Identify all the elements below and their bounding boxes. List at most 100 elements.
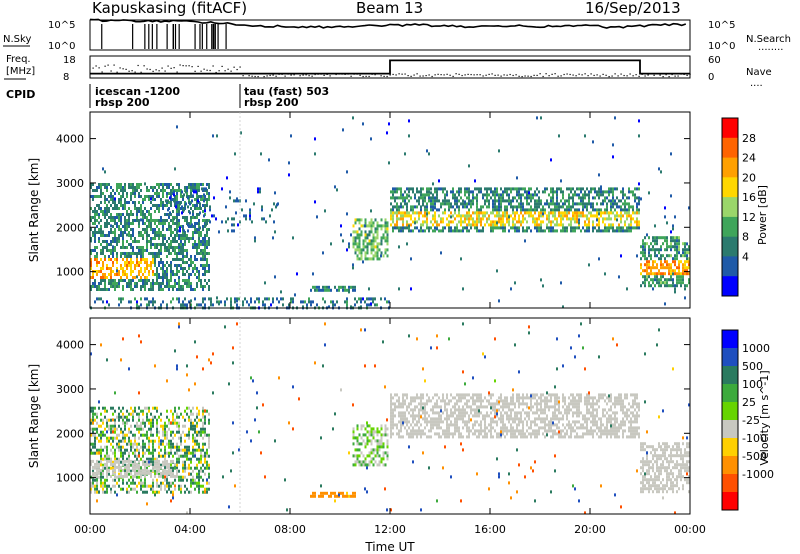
heatmap-cell: [390, 190, 392, 194]
heatmap-cell: [362, 297, 364, 301]
heatmap-cell: [680, 260, 682, 264]
heatmap-cell: [178, 183, 180, 186]
heatmap-cell: [144, 445, 146, 449]
heatmap-cell: [136, 285, 138, 288]
cpid-seg2-sub: rbsp 200: [244, 96, 299, 109]
heatmap-cell: [496, 208, 498, 212]
heatmap-cell: [558, 187, 560, 191]
heatmap-cell: [184, 460, 186, 464]
heatmap-cell: [182, 234, 184, 237]
heatmap-cell: [440, 202, 442, 206]
heatmap-cell: [594, 208, 596, 212]
heatmap-cell: [366, 442, 369, 446]
heatmap-cell: [202, 210, 204, 213]
heatmap-cell: [132, 487, 134, 491]
heatmap-cell: [202, 421, 204, 425]
heatmap-cell: [140, 189, 142, 192]
heatmap-cell: [606, 211, 608, 215]
heatmap-cell: [664, 248, 666, 252]
heatmap-cell: [326, 285, 328, 289]
heatmap-cell: [174, 433, 176, 437]
heatmap-cell: [200, 451, 202, 455]
heatmap-cell: [130, 258, 132, 261]
heatmap-cell: [334, 303, 336, 307]
heatmap-cell: [442, 226, 444, 230]
heatmap-cell: [130, 487, 132, 491]
heatmap-cell: [184, 240, 186, 243]
heatmap-cell: [414, 405, 416, 409]
nave-dot: [479, 74, 481, 76]
heatmap-cell: [476, 205, 478, 209]
heatmap-cell: [568, 211, 570, 215]
heatmap-cell: [182, 258, 184, 261]
heatmap-cell: [148, 427, 150, 431]
heatmap-cell: [162, 243, 164, 246]
heatmap-cell: [116, 481, 118, 485]
heatmap-cell: [166, 481, 168, 485]
heatmap-cell: [178, 270, 180, 273]
heatmap-cell: [574, 220, 576, 224]
heatmap-cell: [245, 214, 247, 218]
heatmap-cell: [508, 199, 510, 203]
heatmap-cell: [386, 248, 389, 252]
heatmap-cell: [524, 229, 526, 233]
heatmap-cell: [184, 282, 186, 285]
heatmap-cell: [112, 189, 114, 192]
heatmap-cell: [94, 249, 96, 252]
heatmap-cell: [191, 223, 193, 227]
heatmap-cell: [112, 427, 114, 431]
heatmap-cell: [150, 243, 152, 246]
heatmap-cell: [426, 393, 428, 397]
heatmap-cell: [262, 303, 264, 307]
heatmap-cell: [146, 189, 148, 192]
heatmap-cell: [430, 205, 432, 209]
heatmap-cell: [384, 218, 387, 222]
heatmap-cell: [314, 288, 316, 292]
heatmap-cell: [140, 445, 142, 449]
heatmap-cell: [122, 421, 124, 425]
heatmap-cell: [210, 303, 212, 307]
heatmap-cell: [392, 402, 394, 406]
heatmap-cell: [616, 187, 618, 191]
heatmap-cell: [204, 279, 206, 282]
heatmap-cell: [146, 430, 148, 434]
heatmap-cell: [178, 421, 180, 425]
heatmap-cell: [502, 226, 504, 230]
heatmap-cell: [140, 421, 142, 425]
heatmap-cell: [170, 276, 172, 279]
heatmap-cell: [614, 202, 616, 206]
nave-dot: [104, 65, 106, 67]
heatmap-cell: [602, 202, 604, 206]
heatmap-cell: [534, 217, 536, 221]
heatmap-cell: [106, 198, 108, 201]
noise-right-tick-top: 10^5: [708, 20, 735, 31]
heatmap-cell: [176, 424, 178, 428]
heatmap-cell: [124, 222, 126, 225]
heatmap-cell: [334, 491, 336, 495]
heatmap-cell: [394, 199, 396, 203]
heatmap-cell: [368, 451, 371, 455]
heatmap-cell: [456, 226, 458, 230]
heatmap-cell: [204, 270, 206, 273]
heatmap-cell: [626, 287, 628, 291]
heatmap-cell: [174, 258, 176, 261]
heatmap-cell: [358, 442, 361, 446]
heatmap-cell: [196, 415, 198, 419]
heatmap-cell: [132, 415, 134, 419]
heatmap-cell: [166, 246, 168, 249]
heatmap-cell: [674, 248, 676, 252]
heatmap-cell: [532, 196, 534, 200]
heatmap-cell: [102, 421, 104, 425]
heatmap-cell: [516, 199, 518, 203]
heatmap-cell: [400, 426, 402, 430]
heatmap-cell: [98, 288, 100, 291]
heatmap-cell: [482, 214, 484, 218]
heatmap-cell: [136, 246, 138, 249]
heatmap-cell: [118, 234, 120, 237]
heatmap-cell: [500, 226, 502, 230]
heatmap-cell: [204, 457, 206, 461]
heatmap-cell: [198, 219, 200, 222]
heatmap-cell: [376, 233, 379, 237]
heatmap-cell: [398, 196, 400, 200]
heatmap-cell: [204, 303, 206, 307]
